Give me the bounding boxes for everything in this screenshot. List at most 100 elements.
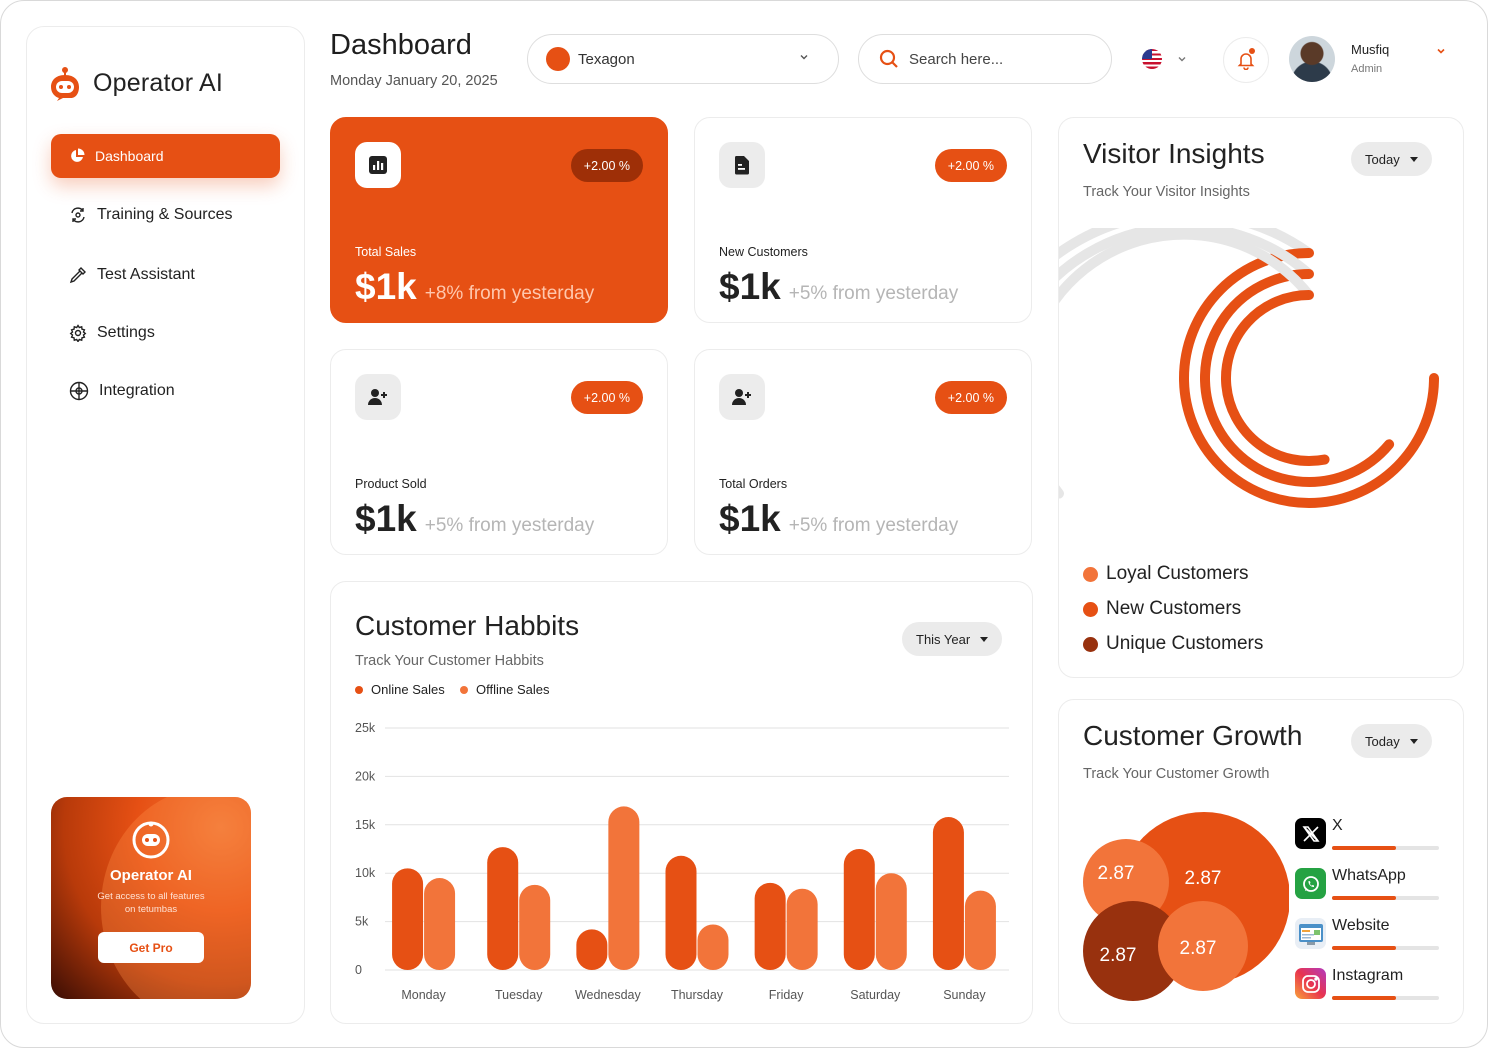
bar-offline-sales[interactable] — [786, 888, 818, 970]
x-tick-label: Tuesday — [495, 988, 543, 1002]
channel-name: Instagram — [1332, 967, 1404, 984]
refresh-icon — [71, 207, 85, 223]
gear-icon — [69, 324, 87, 342]
channel-progress — [1332, 846, 1439, 850]
bar-offline-sales[interactable] — [875, 873, 907, 970]
globe-grid-icon — [69, 381, 89, 401]
bar-online-sales[interactable] — [843, 849, 875, 970]
stat-icon-box — [719, 374, 765, 420]
sidebar-item-integration[interactable]: Integration — [51, 369, 280, 413]
legend-new-customers: New Customers — [1083, 598, 1241, 620]
bar-online-sales[interactable] — [487, 847, 519, 970]
pie-chart-icon — [71, 148, 85, 162]
bar-offline-sales[interactable] — [608, 806, 640, 970]
avatar[interactable] — [1289, 36, 1335, 82]
language-select[interactable] — [1142, 49, 1188, 69]
add-user-icon — [368, 389, 387, 405]
section-title: Customer Growth — [1083, 720, 1303, 751]
x-tick-label: Thursday — [671, 988, 724, 1002]
ring-loyal-customers[interactable] — [1179, 248, 1439, 508]
brand-name: Operator AI — [93, 68, 224, 97]
legend-offline-sales: Offline Sales — [460, 682, 549, 697]
ring-new-customers[interactable] — [1200, 269, 1395, 487]
user-name: Musfiq — [1351, 42, 1390, 57]
section-subtitle: Track Your Visitor Insights — [1083, 184, 1250, 200]
stat-card-total-orders[interactable]: +2.00 % Total Orders $1k +5% from yester… — [694, 349, 1032, 555]
instagram-icon — [1295, 968, 1326, 999]
bar-offline-sales[interactable] — [424, 878, 456, 970]
brand-logo[interactable]: Operator AI — [47, 65, 223, 101]
stat-delta: +5% from yesterday — [424, 515, 595, 536]
channel-progress — [1332, 996, 1439, 1000]
document-icon — [734, 156, 749, 175]
sidebar-item-label: Integration — [99, 382, 175, 399]
sidebar-item-training-sources[interactable]: Training & Sources — [51, 193, 280, 237]
page-date: Monday January 20, 2025 — [330, 73, 498, 89]
section-subtitle: Track Your Customer Habbits — [355, 653, 544, 669]
legend-swatch — [355, 685, 363, 694]
period-select[interactable]: Today — [1351, 142, 1432, 176]
y-tick-label: 0 — [355, 963, 362, 977]
robot-logo-icon — [51, 67, 79, 101]
bell-icon — [1237, 53, 1255, 70]
bar-online-sales[interactable] — [932, 817, 964, 970]
legend-unique-customers: Unique Customers — [1083, 633, 1263, 655]
workspace-select[interactable]: Texagon — [527, 34, 839, 84]
stat-label: New Customers — [719, 245, 808, 259]
period-select[interactable]: Today — [1351, 724, 1432, 758]
y-tick-label: 25k — [355, 721, 376, 735]
bar-online-sales[interactable] — [754, 882, 786, 970]
section-title: Visitor Insights — [1083, 138, 1265, 169]
us-flag-icon — [1142, 49, 1162, 69]
upgrade-promo-card: Operator AI Get access to all features o… — [51, 797, 251, 999]
sidebar-item-dashboard[interactable]: Dashboard — [51, 134, 280, 178]
search-input[interactable] — [909, 50, 1079, 68]
legend-swatch — [1083, 601, 1098, 617]
sidebar-item-settings[interactable]: Settings — [51, 311, 280, 355]
bar-online-sales[interactable] — [392, 868, 424, 970]
x-tick-label: Friday — [769, 988, 804, 1002]
ring-unique-customers[interactable] — [1221, 290, 1330, 466]
notifications-button[interactable] — [1223, 37, 1269, 83]
channel-progress-fill — [1332, 846, 1397, 850]
visitor-insights-card: Visitor Insights Track Your Visitor Insi… — [1058, 117, 1464, 678]
legend-swatch — [460, 685, 468, 694]
stat-card-product-sold[interactable]: +2.00 % Product Sold $1k +5% from yester… — [330, 349, 668, 555]
stat-label: Total Sales — [355, 245, 417, 259]
stat-card-total-sales[interactable]: +2.00 % Total Sales $1k +8% from yesterd… — [330, 117, 668, 323]
bubble-label: 2.87 — [1098, 863, 1135, 884]
user-role: Admin — [1351, 63, 1383, 75]
get-pro-button[interactable]: Get Pro — [98, 932, 204, 963]
customer-habits-card: Customer Habbits Track Your Customer Hab… — [330, 581, 1033, 1024]
x-tick-label: Wednesday — [575, 988, 642, 1002]
robot-logo-icon — [132, 821, 170, 859]
notification-dot — [1249, 48, 1255, 54]
bar-offline-sales[interactable] — [519, 884, 551, 970]
bar-offline-sales[interactable] — [964, 890, 996, 970]
promo-subtitle: Get access to all features on tetumbas — [97, 891, 205, 915]
search-icon — [879, 49, 898, 68]
bar-offline-sales[interactable] — [697, 924, 729, 970]
channel-progress — [1332, 946, 1439, 950]
stat-value: $1k — [355, 266, 417, 307]
sidebar-item-test-assistant[interactable]: Test Assistant — [51, 253, 280, 297]
bar-online-sales[interactable] — [576, 929, 608, 970]
x-tick-label: Monday — [401, 988, 446, 1002]
bubble — [1083, 901, 1183, 1001]
bubble-label: 2.87 — [1100, 945, 1137, 966]
period-select[interactable]: This Year — [902, 622, 1003, 656]
ring-new-customers-track — [1059, 228, 1315, 281]
sidebar-item-label: Test Assistant — [97, 266, 195, 283]
bar-online-sales[interactable] — [665, 855, 697, 970]
legend-label: Offline Sales — [476, 682, 550, 697]
stat-value: $1k — [719, 498, 781, 539]
stat-card-new-customers[interactable]: +2.00 % New Customers $1k +5% from yeste… — [694, 117, 1032, 323]
sidebar-item-label: Dashboard — [95, 148, 164, 164]
page-title: Dashboard — [330, 29, 472, 61]
chevron-down-icon[interactable] — [1435, 45, 1447, 57]
search-box[interactable] — [858, 34, 1112, 84]
y-tick-label: 20k — [355, 769, 376, 783]
whatsapp-icon — [1295, 868, 1326, 899]
visitor-radial-chart — [1059, 228, 1439, 508]
